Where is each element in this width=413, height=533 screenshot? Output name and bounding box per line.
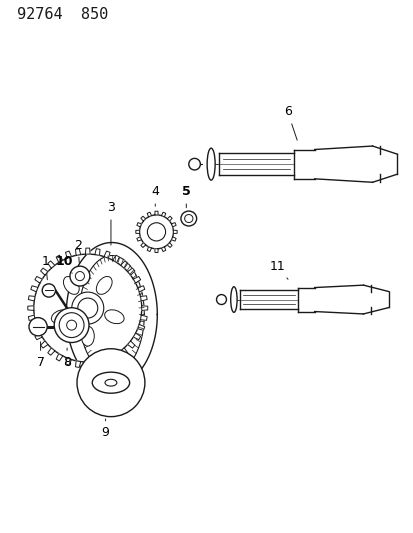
- Circle shape: [59, 313, 84, 337]
- Polygon shape: [31, 325, 38, 330]
- Text: 8: 8: [63, 348, 71, 369]
- Polygon shape: [95, 361, 100, 367]
- Polygon shape: [112, 353, 119, 361]
- Polygon shape: [112, 255, 119, 263]
- Polygon shape: [127, 268, 135, 275]
- Text: 4: 4: [151, 185, 159, 206]
- Text: 2: 2: [74, 239, 82, 263]
- Polygon shape: [56, 255, 63, 263]
- Polygon shape: [161, 212, 165, 217]
- Ellipse shape: [230, 287, 237, 312]
- Circle shape: [29, 318, 47, 336]
- Polygon shape: [66, 243, 157, 386]
- Polygon shape: [85, 362, 90, 368]
- Polygon shape: [40, 268, 48, 275]
- Circle shape: [75, 271, 84, 281]
- Polygon shape: [171, 223, 176, 227]
- Polygon shape: [135, 230, 139, 233]
- Polygon shape: [65, 251, 71, 258]
- Circle shape: [78, 298, 97, 318]
- Text: 5: 5: [181, 185, 190, 208]
- Polygon shape: [85, 248, 90, 254]
- Text: 1: 1: [41, 255, 50, 280]
- Ellipse shape: [92, 372, 129, 393]
- Polygon shape: [138, 286, 145, 292]
- Ellipse shape: [180, 211, 196, 226]
- Polygon shape: [173, 230, 177, 233]
- Text: 92764  850: 92764 850: [17, 7, 107, 22]
- Circle shape: [34, 254, 141, 362]
- Text: 10: 10: [55, 255, 73, 273]
- Circle shape: [70, 266, 90, 286]
- Polygon shape: [161, 247, 165, 252]
- Polygon shape: [40, 341, 48, 348]
- Circle shape: [139, 215, 173, 249]
- Ellipse shape: [51, 310, 71, 324]
- Polygon shape: [47, 261, 55, 268]
- Polygon shape: [120, 261, 128, 268]
- Polygon shape: [171, 237, 176, 241]
- Circle shape: [66, 320, 76, 330]
- Text: 9: 9: [101, 419, 109, 439]
- Ellipse shape: [206, 148, 215, 180]
- Polygon shape: [137, 237, 141, 241]
- Text: 7: 7: [36, 342, 45, 369]
- Polygon shape: [140, 315, 147, 320]
- Polygon shape: [154, 249, 158, 253]
- Circle shape: [54, 308, 89, 343]
- Polygon shape: [56, 353, 63, 361]
- Polygon shape: [137, 223, 141, 227]
- Text: 3: 3: [107, 201, 115, 245]
- Circle shape: [216, 295, 226, 304]
- Polygon shape: [95, 249, 100, 255]
- Polygon shape: [35, 277, 42, 283]
- Polygon shape: [75, 249, 81, 255]
- Polygon shape: [138, 325, 145, 330]
- Polygon shape: [47, 348, 55, 355]
- Circle shape: [77, 349, 145, 417]
- Polygon shape: [154, 211, 158, 215]
- Polygon shape: [120, 348, 128, 355]
- Ellipse shape: [104, 310, 124, 324]
- Polygon shape: [141, 306, 147, 310]
- Polygon shape: [35, 333, 42, 340]
- Polygon shape: [147, 212, 151, 217]
- Polygon shape: [140, 243, 145, 247]
- Polygon shape: [140, 216, 145, 221]
- Polygon shape: [167, 243, 172, 247]
- Ellipse shape: [81, 326, 94, 346]
- Ellipse shape: [63, 277, 79, 294]
- Polygon shape: [28, 315, 35, 320]
- Ellipse shape: [96, 277, 112, 294]
- Ellipse shape: [184, 215, 192, 223]
- Polygon shape: [75, 361, 81, 367]
- Text: 6: 6: [283, 106, 297, 140]
- Ellipse shape: [105, 379, 116, 386]
- Polygon shape: [31, 286, 38, 292]
- Text: 11: 11: [269, 260, 287, 279]
- Polygon shape: [127, 341, 135, 348]
- Polygon shape: [140, 296, 147, 301]
- Polygon shape: [133, 333, 140, 340]
- Polygon shape: [147, 247, 151, 252]
- Circle shape: [42, 284, 55, 297]
- Circle shape: [147, 223, 165, 241]
- Circle shape: [188, 158, 200, 170]
- Polygon shape: [133, 277, 140, 283]
- Polygon shape: [167, 216, 172, 221]
- Polygon shape: [65, 358, 71, 365]
- Circle shape: [71, 292, 104, 324]
- Polygon shape: [28, 306, 34, 310]
- Polygon shape: [104, 251, 110, 258]
- Polygon shape: [104, 358, 110, 365]
- Polygon shape: [28, 296, 35, 301]
